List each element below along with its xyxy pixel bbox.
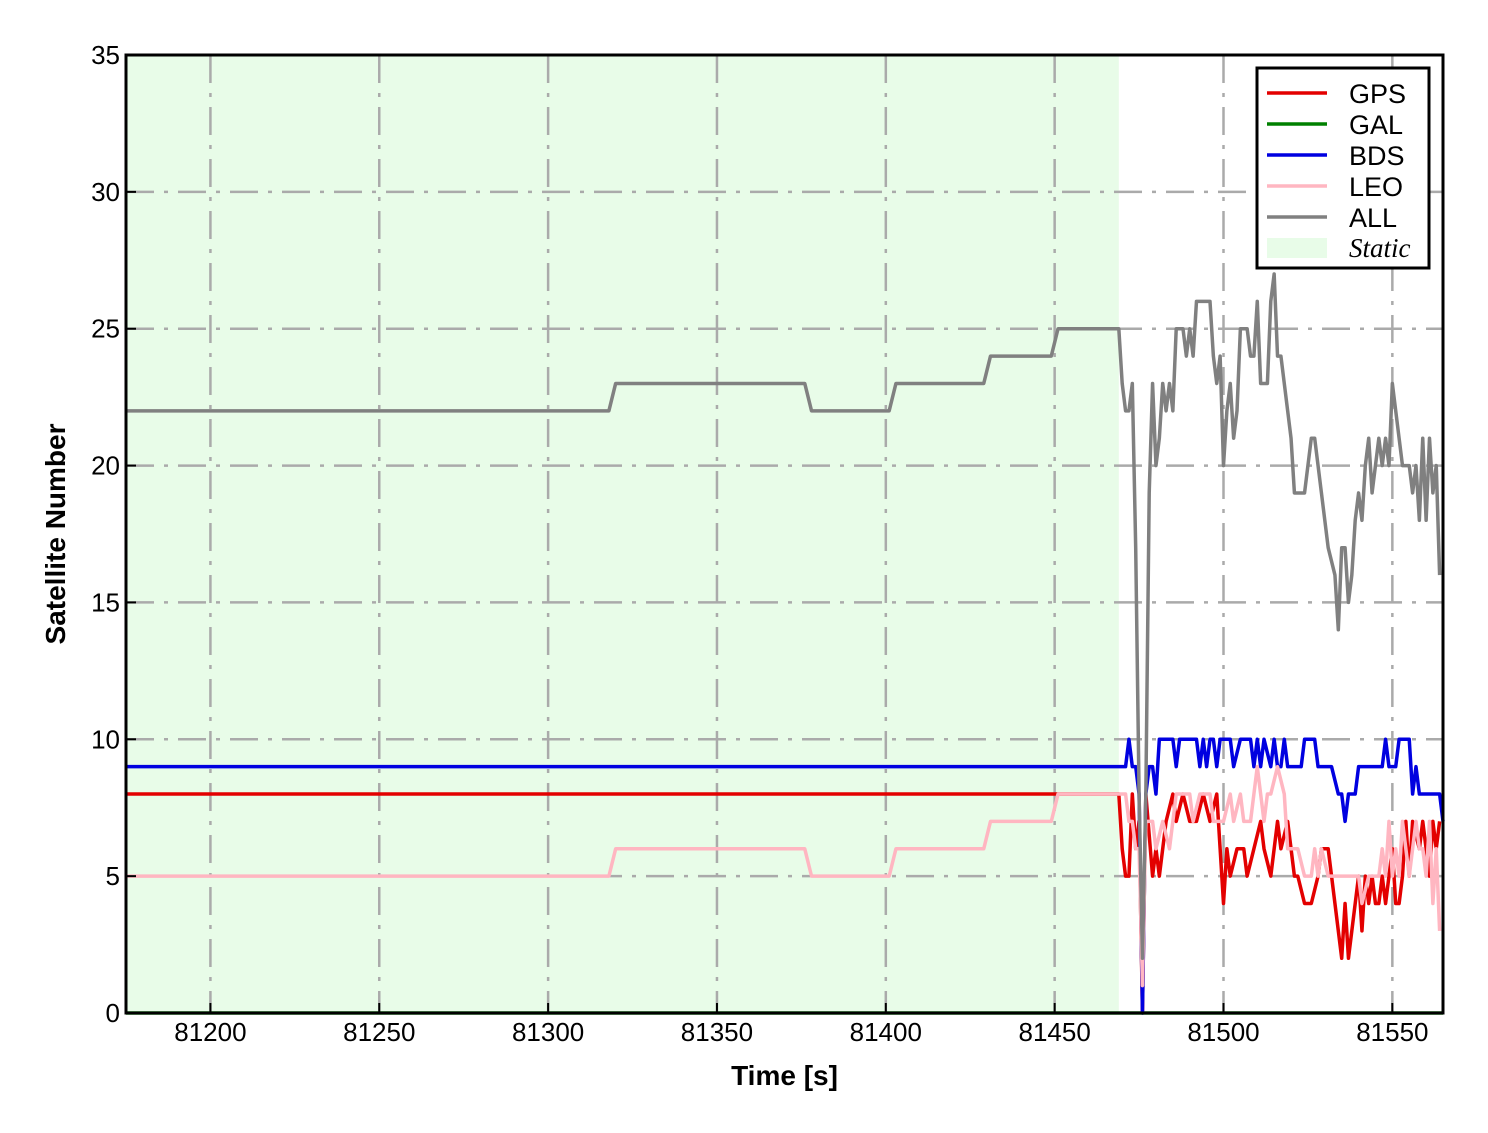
legend-label-all: ALL — [1349, 203, 1397, 233]
y-axis-label: Satellite Number — [40, 423, 71, 644]
y-tick-label: 0 — [106, 998, 120, 1028]
x-tick-label: 81500 — [1187, 1017, 1259, 1047]
legend-label-gps: GPS — [1349, 79, 1406, 109]
x-axis-label: Time [s] — [731, 1060, 838, 1091]
x-tick-label: 81450 — [1018, 1017, 1090, 1047]
y-tick-label: 20 — [91, 451, 120, 481]
x-tick-label: 81250 — [343, 1017, 415, 1047]
series-line-gps — [126, 792, 1442, 1015]
y-tick-label: 10 — [91, 724, 120, 754]
x-tick-label: 81400 — [850, 1017, 922, 1047]
legend-label-gal: GAL — [1349, 110, 1403, 140]
y-tick-label: 35 — [91, 40, 120, 70]
static-region — [126, 55, 1119, 1013]
legend-swatch-static — [1267, 238, 1327, 258]
legend-label-static: Static — [1349, 233, 1411, 263]
x-tick-label: 81200 — [174, 1017, 246, 1047]
legend-label-leo: LEO — [1349, 172, 1403, 202]
legend-label-bds: BDS — [1349, 141, 1405, 171]
y-tick-label: 25 — [91, 314, 120, 344]
series-line-bds — [126, 737, 1445, 1015]
y-tick-label: 15 — [91, 587, 120, 617]
y-tick-label: 30 — [91, 177, 120, 207]
series-line-leo — [126, 764, 1442, 988]
x-tick-label: 81550 — [1356, 1017, 1428, 1047]
series-line-all — [126, 272, 1442, 961]
y-tick-label: 5 — [106, 861, 120, 891]
x-tick-label: 81350 — [681, 1017, 753, 1047]
plot-frame — [124, 53, 1445, 1015]
x-tick-label: 81300 — [512, 1017, 584, 1047]
legend-box — [1255, 66, 1431, 270]
